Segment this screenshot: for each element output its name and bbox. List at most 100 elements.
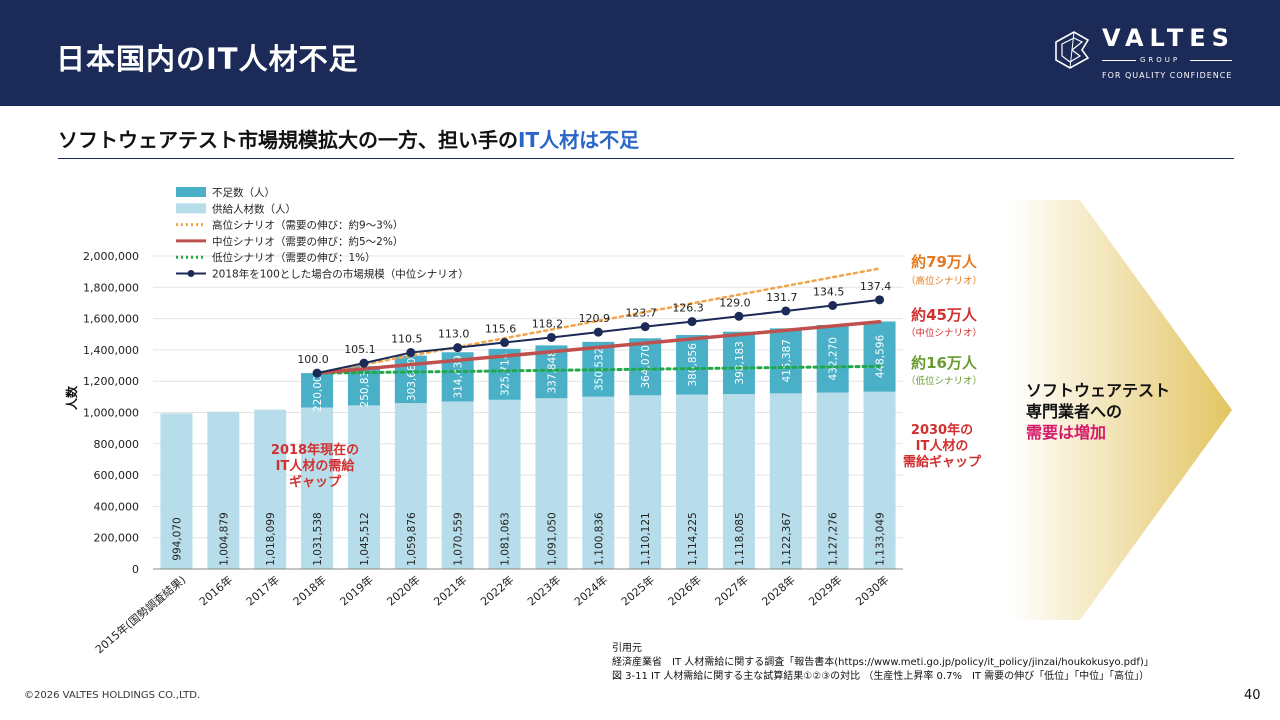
subtitle: ソフトウェアテスト市場規模拡大の一方、担い手のIT人材は不足 <box>58 124 639 153</box>
market-index-label: 100.0 <box>297 353 329 366</box>
x-tick-label: 2020年 <box>384 573 423 609</box>
x-tick-label: 2019年 <box>337 573 376 609</box>
shortage-bar <box>722 331 755 395</box>
supply-value-label: 1,122,367 <box>781 512 793 565</box>
market-index-point <box>640 322 650 332</box>
supply-value-label: 1,018,099 <box>265 512 277 565</box>
y-tick-label: 1,000,000 <box>83 407 139 420</box>
subtitle-main: ソフトウェアテスト市場規模拡大の一方、担い手の <box>58 128 518 152</box>
supply-bar <box>347 405 380 569</box>
legend-label: 供給人材数（人） <box>212 202 296 215</box>
x-tick-label: 2024年 <box>571 573 610 609</box>
market-index-point <box>500 338 510 348</box>
shortage-value-label: 314,439 <box>453 355 465 398</box>
x-tick-label: 2018年 <box>290 573 329 609</box>
y-tick-label: 1,600,000 <box>83 313 139 326</box>
x-tick-label: 2016年 <box>196 573 235 609</box>
shortage-value-label: 432,270 <box>828 337 840 380</box>
copyright: ©2026 VALTES HOLDINGS CO.,LTD. <box>24 690 201 701</box>
gap-2030-annotation: 2030年の <box>911 422 973 438</box>
y-tick-label: 600,000 <box>94 469 140 482</box>
market-index-point <box>312 368 322 378</box>
legend-label: 不足数（人） <box>212 186 275 199</box>
high-scenario-line <box>315 267 881 375</box>
mid-scenario-caption: （中位シナリオ） <box>906 327 982 339</box>
legend-swatch <box>187 270 195 277</box>
supply-bar <box>863 391 896 569</box>
supply-bar <box>441 401 474 569</box>
logo-name: VALTES <box>1102 24 1235 52</box>
market-index-point <box>406 348 416 358</box>
x-tick-label: 2025年 <box>618 573 657 609</box>
supply-value-label: 1,127,276 <box>828 512 840 566</box>
x-tick-label: 2021年 <box>431 573 470 609</box>
supply-value-label: 1,031,538 <box>312 512 324 565</box>
x-tick-label: 2022年 <box>478 573 517 609</box>
market-index-point <box>875 295 885 305</box>
shortage-bar <box>769 328 802 394</box>
supply-bar <box>722 394 755 569</box>
bars: 994,070 1,004,879 1,018,099 1,031,538 220,00… <box>160 321 896 569</box>
citation-line-2: 経済産業省 IT 人材需給に関する調査「報告書本(https://www.met… <box>612 657 1154 668</box>
market-index-label: 105.1 <box>344 343 376 356</box>
valtes-logo: VALTES GROUP FOR QUALITY CONFIDENCE <box>1052 24 1242 86</box>
supply-value-label: 1,114,225 <box>687 512 699 565</box>
logo-group: GROUP <box>1140 56 1181 64</box>
legend-label: 中位シナリオ（需要の伸び：約5～2%） <box>212 235 403 248</box>
legend-label: 高位シナリオ（需要の伸び：約9～3%） <box>212 219 403 232</box>
market-index-label: 115.6 <box>485 323 517 336</box>
shortage-value-label: 325,714 <box>500 352 512 396</box>
y-tick-label: 1,400,000 <box>83 344 139 357</box>
shortage-value-label: 220,000 <box>312 369 324 412</box>
legend-swatch <box>176 187 206 197</box>
callout-line-3: 需要は増加 <box>1026 423 1107 442</box>
x-tick-label: 2017年 <box>243 573 282 609</box>
supply-value-label: 1,004,879 <box>218 512 230 565</box>
supply-value-label: 1,081,063 <box>500 512 512 565</box>
x-tick-label: 2030年 <box>853 573 892 609</box>
logo-rule-right <box>1190 60 1232 61</box>
demand-callout: ソフトウェアテスト 専門業者への 需要は増加 <box>1026 380 1170 443</box>
mid-scenario-line <box>315 319 882 375</box>
supply-bar <box>769 393 802 569</box>
market-index-label: 118.2 <box>532 317 564 330</box>
market-index-label: 131.7 <box>766 291 798 304</box>
citation-line-1: 引用元 <box>612 643 642 654</box>
supply-bar <box>582 396 615 569</box>
gap-2030-annotation: 需給ギャップ <box>903 454 982 470</box>
market-index-point <box>734 311 744 321</box>
citation: 引用元 経済産業省 IT 人材需給に関する調査「報告書本(https://www… <box>612 642 1154 684</box>
market-index-point <box>359 358 369 368</box>
y-tick-label: 0 <box>132 563 139 576</box>
callout-line-1: ソフトウェアテスト <box>1026 381 1171 400</box>
y-tick-label: 1,800,000 <box>83 281 139 294</box>
callout-line-2: 専門業者への <box>1026 402 1123 421</box>
supply-bar <box>160 413 193 569</box>
market-index-label: 129.0 <box>719 296 751 309</box>
y-tick-label: 200,000 <box>94 532 140 545</box>
y-tick-label: 2,000,000 <box>83 250 139 263</box>
supply-value-label: 1,091,050 <box>546 512 558 565</box>
supply-bar <box>535 398 568 569</box>
annotations: 約79万人 （高位シナリオ） 約45万人 （中位シナリオ） 約16万人 （低位シナリオ） 2… <box>271 253 982 490</box>
gap-2018-annotation: IT人材の需給 <box>276 458 356 474</box>
supply-value-label: 1,059,876 <box>406 512 418 566</box>
supply-value-label: 1,100,836 <box>593 512 605 566</box>
supply-bar <box>676 394 709 569</box>
supply-value-label: 1,070,559 <box>453 512 465 565</box>
gap-2018-annotation: ギャップ <box>289 474 342 490</box>
market-index-point <box>546 332 556 342</box>
market-index-point <box>781 306 791 316</box>
shortage-value-label: 398,183 <box>734 341 746 384</box>
gap-2018-annotation: 2018年現在の <box>271 442 359 458</box>
legend-label: 低位シナリオ（需要の伸び：1%） <box>212 251 376 264</box>
shortage-value-label: 303,680 <box>406 358 418 401</box>
y-axis: 0 200,000 400,000 600,000 800,000 1,000,000 1,… <box>64 250 139 576</box>
market-index-label: 134.5 <box>813 286 845 299</box>
market-index-label: 126.3 <box>672 302 704 315</box>
market-index-point <box>828 301 838 311</box>
high-scenario-total: 約79万人 <box>911 253 978 271</box>
supply-bar <box>629 395 662 569</box>
supply-bar <box>301 407 334 569</box>
